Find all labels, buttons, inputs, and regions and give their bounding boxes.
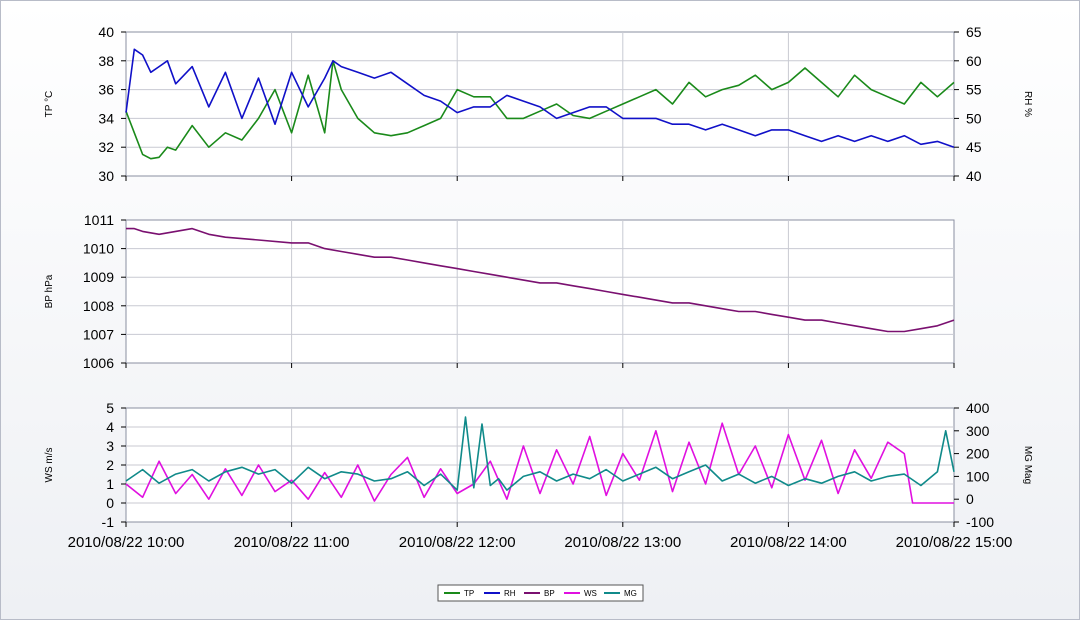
y-tick-label-right: 300 bbox=[966, 423, 990, 439]
plot-area bbox=[125, 31, 955, 177]
y-tick-label: 4 bbox=[106, 419, 114, 435]
x-tick-label: 2010/08/22 10:00 bbox=[68, 534, 185, 551]
y-tick-label-right: -100 bbox=[966, 514, 994, 530]
y-tick-label: 1008 bbox=[83, 298, 114, 314]
x-tick-label: 2010/08/22 12:00 bbox=[399, 534, 516, 551]
series-line-tp bbox=[125, 59, 955, 160]
y-tick-label: 34 bbox=[98, 110, 114, 126]
y-tick-label-right: 200 bbox=[966, 446, 990, 462]
x-tick-label: 2010/08/22 11:00 bbox=[234, 534, 350, 551]
legend-box bbox=[437, 584, 644, 602]
series-line-ws bbox=[125, 422, 954, 504]
y-tick-label-right: 55 bbox=[966, 82, 982, 98]
y-tick-label: 1007 bbox=[83, 326, 114, 342]
x-tick-label: 2010/08/22 15:00 bbox=[896, 534, 1013, 551]
y-tick-label: 5 bbox=[106, 400, 114, 416]
y-axis-label-left: WS m/s bbox=[44, 448, 55, 483]
series-line-bp bbox=[126, 227, 955, 333]
x-tick-label: 2010/08/22 14:00 bbox=[730, 534, 847, 551]
panel-1: 30 32 34 36 38 40 TP °C 40 45 50 55 60 65 RH % bbox=[44, 24, 1033, 184]
y-tick-label-right: 40 bbox=[966, 168, 982, 184]
legend-label-bp: BP bbox=[544, 589, 555, 598]
y-tick-label: 30 bbox=[98, 168, 114, 184]
y-tick-label: 1011 bbox=[84, 212, 114, 228]
plot-area bbox=[125, 219, 955, 364]
y-tick-label-right: 65 bbox=[966, 24, 982, 40]
y-axis-label-left: TP °C bbox=[44, 91, 55, 118]
y-tick-label: 1009 bbox=[83, 269, 114, 285]
y-axis-label-right: RH % bbox=[1022, 91, 1033, 117]
y-tick-label: 38 bbox=[98, 53, 114, 69]
y-tick-label-right: 60 bbox=[966, 53, 982, 69]
y-tick-label: -1 bbox=[102, 514, 115, 530]
legend-label-mg: MG bbox=[624, 589, 637, 598]
y-tick-label: 32 bbox=[98, 139, 114, 155]
y-tick-label: 40 bbox=[98, 24, 114, 40]
y-axis-label-left: BP hPa bbox=[44, 274, 55, 308]
panel-3: -1 0 1 2 3 4 5 WS m/s -100 0 100 200 300 400 MG Mag 201… bbox=[44, 400, 1033, 551]
legend-label-ws: WS bbox=[584, 589, 597, 598]
y-axis-label-right: MG Mag bbox=[1022, 446, 1033, 484]
legend-label-rh: RH bbox=[504, 589, 516, 598]
y-tick-label: 1010 bbox=[83, 241, 114, 257]
legend-label-tp: TP bbox=[464, 589, 474, 598]
panel-2: 1006 1007 1008 1009 1010 1011 BP hPa bbox=[44, 212, 955, 371]
y-tick-label: 3 bbox=[106, 438, 114, 454]
y-tick-label: 36 bbox=[98, 82, 114, 98]
y-tick-label: 2 bbox=[106, 457, 114, 473]
x-tick-label: 2010/08/22 13:00 bbox=[564, 534, 681, 551]
y-tick-label: 1006 bbox=[83, 355, 114, 371]
y-tick-label: 1 bbox=[106, 476, 114, 492]
y-tick-label-right: 45 bbox=[966, 139, 982, 155]
legend: TP RH BP WS MG bbox=[437, 584, 644, 602]
y-tick-label-right: 100 bbox=[966, 468, 990, 484]
y-tick-label: 0 bbox=[106, 495, 114, 511]
y-tick-label-right: 400 bbox=[966, 400, 990, 416]
series-line-rh bbox=[125, 48, 955, 148]
y-tick-label-right: 50 bbox=[966, 110, 982, 126]
series-line-mg bbox=[125, 416, 955, 491]
y-tick-label-right: 0 bbox=[966, 491, 974, 507]
